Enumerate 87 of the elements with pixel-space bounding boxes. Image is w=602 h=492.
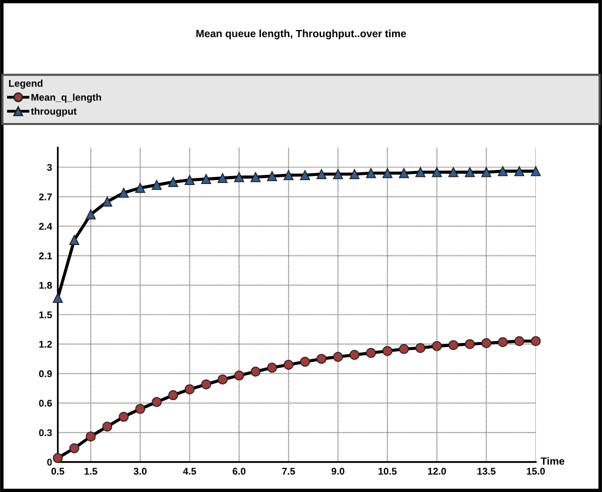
x-tick-label: 4.5 [183, 468, 196, 475]
point [432, 167, 442, 178]
x-tick-label: 3.0 [134, 468, 147, 475]
point [69, 234, 80, 245]
point [464, 167, 475, 178]
point [168, 176, 178, 187]
point [332, 352, 343, 362]
x-tick-label: 1.5 [84, 468, 98, 475]
point [184, 384, 195, 394]
point [432, 341, 442, 352]
point [201, 174, 212, 184]
point [514, 166, 524, 176]
y-tick-label: 0.9 [39, 370, 52, 378]
point [398, 344, 409, 354]
point [250, 366, 261, 377]
point [184, 175, 195, 186]
point [514, 336, 524, 346]
point [498, 166, 508, 176]
point [366, 168, 376, 178]
point [316, 169, 327, 180]
point [300, 356, 310, 367]
point [366, 348, 376, 358]
point [349, 350, 360, 360]
point [267, 362, 278, 373]
x-tick-label: 6.0 [232, 468, 246, 475]
y-tick-label: 2.7 [39, 193, 52, 200]
point [135, 182, 146, 193]
point [218, 374, 228, 384]
point [300, 170, 310, 180]
point [332, 169, 343, 180]
y-tick-label: 3 [47, 164, 52, 171]
point [415, 343, 426, 354]
x-tick-label: 15.0 [526, 468, 545, 475]
point [481, 167, 492, 178]
point [86, 209, 96, 220]
y-tick-label: 0.3 [39, 429, 52, 436]
point [168, 390, 178, 400]
legend-label: Mean_q_length [31, 94, 101, 103]
point [152, 180, 162, 190]
point [102, 196, 112, 207]
point [448, 340, 458, 350]
x-tick-label: 0.5 [51, 468, 64, 475]
point [250, 172, 261, 182]
point [448, 167, 458, 178]
y-tick-label: 1.8 [39, 282, 52, 289]
x-tick-label: 10.5 [378, 468, 397, 475]
point [52, 292, 63, 303]
y-tick-label: 2.1 [39, 252, 52, 260]
point [69, 443, 80, 454]
point [498, 337, 508, 348]
point [415, 167, 426, 178]
point [218, 173, 228, 184]
point [201, 379, 212, 390]
x-tick-label: 9.0 [332, 468, 344, 475]
y-tick-label: 0.6 [39, 400, 52, 407]
point [118, 412, 129, 422]
y-tick-label: 2.4 [39, 222, 52, 230]
y-tick-label: 1.2 [39, 340, 52, 348]
legend-title: Legend [9, 80, 42, 89]
x-tick-label: 13.5 [477, 468, 496, 475]
point [398, 168, 409, 178]
chart-title: Mean queue length, Throughput..over time [196, 30, 406, 40]
y-tick-label: 1.5 [39, 311, 52, 318]
point [349, 169, 360, 180]
point [382, 346, 392, 356]
point [382, 168, 392, 178]
point [530, 336, 541, 346]
point [135, 404, 146, 414]
point [284, 360, 294, 370]
legend-label: througput [30, 108, 77, 117]
point [464, 339, 475, 350]
point [530, 166, 541, 176]
point [267, 171, 278, 182]
point [86, 431, 96, 442]
point [152, 397, 162, 408]
y-tick-label: 0 [47, 458, 52, 466]
point [102, 422, 112, 432]
point [52, 453, 63, 464]
x-tick-label: 12.0 [428, 468, 446, 475]
x-axis-title: Time [540, 457, 564, 465]
point [234, 370, 244, 381]
point [481, 338, 492, 348]
point [316, 354, 327, 364]
point [234, 172, 244, 182]
x-tick-label: 7.5 [282, 468, 296, 475]
point [284, 170, 294, 180]
point [118, 188, 129, 198]
